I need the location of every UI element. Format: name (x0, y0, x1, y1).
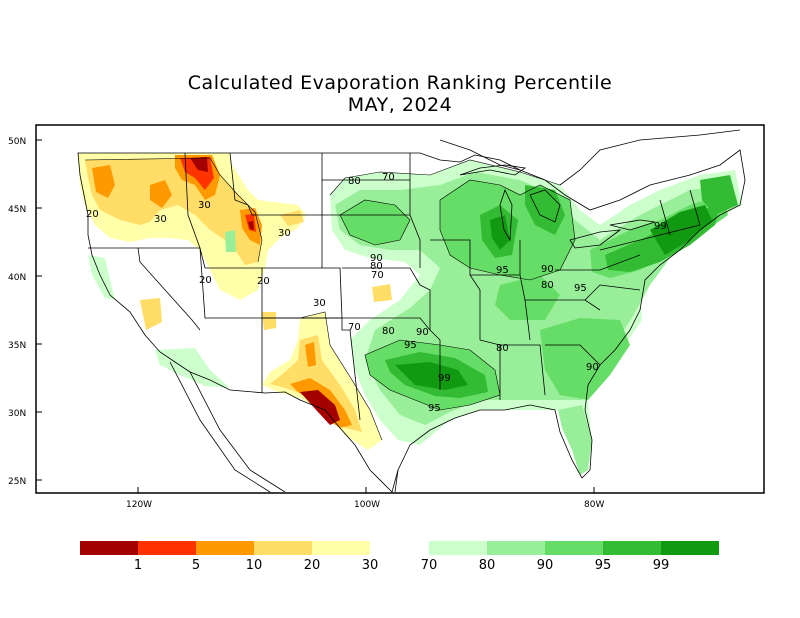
contour-label: 99 (438, 373, 451, 384)
legend-label-80: 80 (478, 558, 496, 573)
state-boundaries (77, 129, 746, 493)
legend-label-90: 90 (536, 558, 554, 573)
legend-label-20: 20 (303, 558, 321, 573)
axis-ticks (36, 139, 595, 493)
lat-label-50n: 50N (8, 137, 26, 147)
wet-regions (88, 160, 742, 475)
contour-label: 80 (496, 343, 509, 354)
contour-label: 30 (154, 214, 167, 225)
contour-label: 20 (86, 209, 99, 220)
legend-swatch-dry (254, 541, 312, 555)
legend-label-99: 99 (652, 558, 670, 573)
contour-label: 30 (313, 298, 326, 309)
contour-label: 90 (416, 327, 429, 338)
legend-label-30: 30 (361, 558, 379, 573)
contour-label: 90 (541, 264, 554, 275)
legend-swatch-wet (603, 541, 661, 555)
legend-label-95: 95 (594, 558, 612, 573)
lon-label-80w: 80W (584, 500, 604, 510)
contour-label: 70 (348, 322, 361, 333)
contour-label: 90 (586, 362, 599, 373)
contour-label: 80 (382, 326, 395, 337)
legend-label-70: 70 (420, 558, 438, 573)
legend-swatch-wet (545, 541, 603, 555)
legend-swatch-dry (138, 541, 196, 555)
contour-label: 95 (574, 283, 587, 294)
lon-label-120w: 120W (126, 500, 152, 510)
legend-label-1: 1 (133, 558, 143, 573)
contour-label: 70 (382, 172, 395, 183)
map-subtitle: MAY, 2024 (347, 94, 453, 116)
legend-label-10: 10 (245, 558, 263, 573)
lat-label-45n: 45N (8, 205, 26, 215)
contour-label: 30 (278, 228, 291, 239)
lat-label-25n: 25N (8, 477, 26, 487)
legend-color-bar (80, 541, 719, 555)
legend-swatch-wet (487, 541, 545, 555)
legend-swatch-dry (80, 541, 138, 555)
contour-label: 80 (348, 176, 361, 187)
legend-label-5: 5 (191, 558, 201, 573)
contour-label: 99 (654, 221, 667, 232)
contour-lines (84, 157, 576, 441)
contour-label: 95 (428, 403, 441, 414)
contour-label: 80 (370, 261, 383, 272)
contour-label: 90 (370, 253, 383, 264)
lon-label-100w: 100W (354, 500, 380, 510)
contour-label: 95 (496, 265, 509, 276)
map-title: Calculated Evaporation Ranking Percentil… (187, 72, 613, 94)
contour-label: 70 (371, 270, 384, 281)
lat-label-40n: 40N (8, 273, 26, 283)
legend-swatch-dry (312, 541, 370, 555)
lat-label-35n: 35N (8, 341, 26, 351)
contour-label: 20 (257, 276, 270, 287)
contour-label: 30 (198, 200, 211, 211)
contour-label: 80 (541, 280, 554, 291)
legend-swatch-wet (661, 541, 719, 555)
lat-label-30n: 30N (8, 409, 26, 419)
legend-swatch-wet (429, 541, 487, 555)
legend-swatch-dry (196, 541, 254, 555)
contour-label: 95 (404, 340, 417, 351)
contour-label: 20 (199, 275, 212, 286)
contour-label-group: 20 30 30 30 20 20 30 70 80 90 80 70 70 8… (86, 172, 667, 414)
